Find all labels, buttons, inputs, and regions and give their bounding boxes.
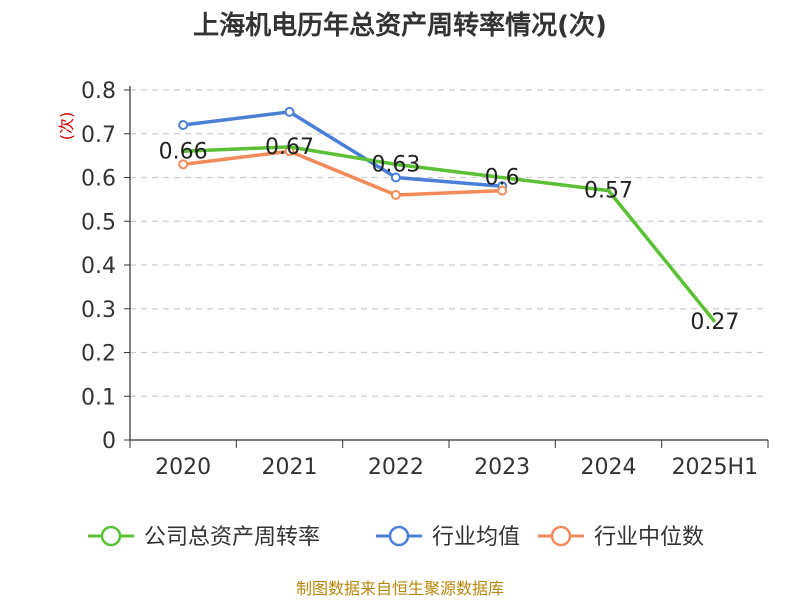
data-source-note: 制图数据来自恒生聚源数据库 [296,579,504,598]
data-point[interactable] [390,172,401,183]
data-point[interactable] [284,106,295,117]
series-line [182,110,503,188]
axes: 0 0.1 0.2 0.3 0.4 0.5 0.6 0.7 0.8 2020 2021 2022 202… [81,79,769,480]
series-0: 0.66 0.67 0.63 0.6 0.57 0.27 [159,135,740,335]
series-2 [178,146,508,200]
series-1 [178,106,508,192]
y-tick-label: 0.4 [81,254,116,279]
data-label: 0.57 [584,179,633,204]
legend-marker [388,525,410,547]
legend-label: 行业均值 [432,525,520,550]
legend-label: 公司总资产周转率 [144,525,320,550]
chart-title: 上海机电历年总资产周转率情况(次) [193,10,607,41]
legend-item[interactable]: 行业均值 [376,525,520,550]
series-layer: 0.66 0.67 0.63 0.6 0.57 0.27 [159,106,740,335]
y-tick-label: 0.2 [81,342,116,367]
legend-item[interactable]: 公司总资产周转率 [88,525,320,550]
data-point[interactable] [178,120,189,130]
x-tick-label: 2023 [474,455,530,480]
x-tick-label: 2022 [368,455,424,480]
legend-item[interactable]: 行业中位数 [538,525,704,550]
data-label: 0.67 [265,135,314,160]
gridlines [130,89,768,397]
y-tick-label: 0.6 [81,167,116,192]
y-tick-label: 0.5 [81,210,116,235]
legend-label: 行业中位数 [594,525,704,550]
y-tick-label: 0.7 [81,123,116,148]
series-line [183,145,717,323]
legend[interactable]: 公司总资产周转率 行业均值 行业中位数 [88,525,704,550]
x-tick-label: 2020 [155,455,211,480]
y-axis-label: (次) [57,112,76,141]
y-tick-label: 0 [102,429,116,454]
data-label: 0.6 [485,166,520,191]
data-point[interactable] [178,159,189,170]
data-point[interactable] [390,190,401,200]
series-line [182,149,503,197]
x-tick-label: 2021 [262,455,318,480]
legend-marker [550,525,572,547]
data-label: 0.63 [371,152,420,177]
data-label: 0.27 [690,310,739,335]
y-tick-label: 0.3 [81,298,116,323]
y-tick-label: 0.8 [81,79,116,104]
legend-marker [100,525,122,547]
x-tick-label: 2025H1 [672,455,759,480]
data-point[interactable] [497,185,508,196]
data-label: 0.66 [159,139,208,164]
x-tick-label: 2024 [581,455,637,480]
y-tick-label: 0.1 [81,385,116,410]
